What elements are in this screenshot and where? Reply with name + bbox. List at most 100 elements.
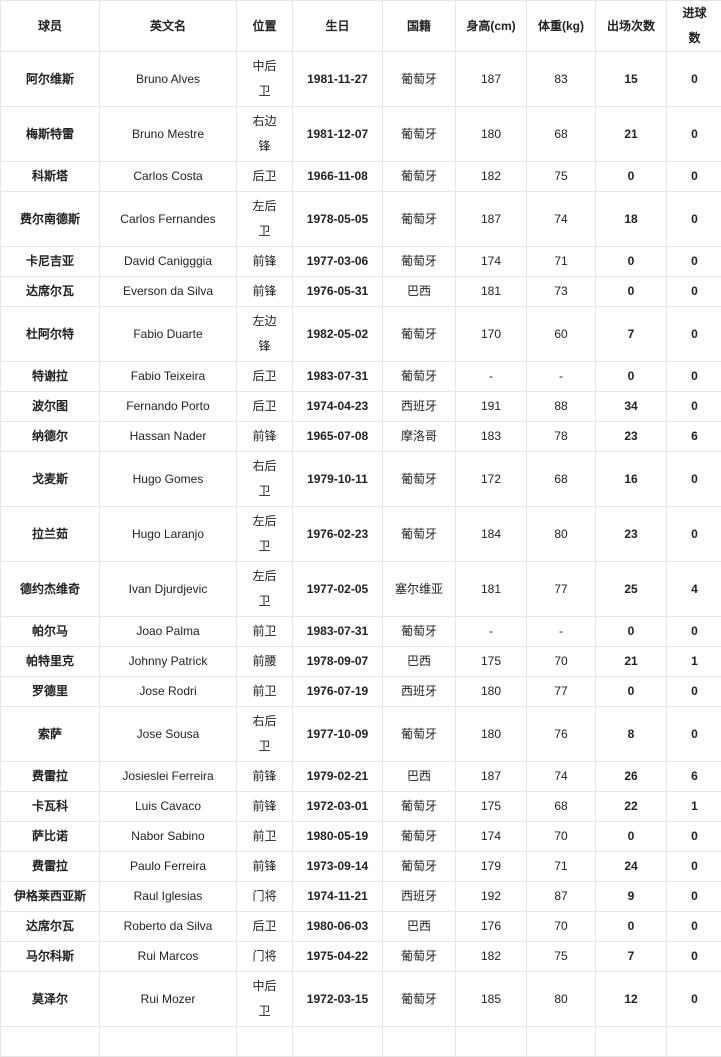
- cell-position: 前卫: [237, 617, 293, 647]
- cell-weight: -: [527, 362, 596, 392]
- cell-english-name: Fabio Teixeira: [100, 362, 237, 392]
- cell-nationality: 摩洛哥: [383, 422, 456, 452]
- cell-birthdate: 1976-05-31: [293, 277, 383, 307]
- cell-appearances: 22: [596, 792, 667, 822]
- header-weight: 体重(kg): [527, 1, 596, 52]
- cell-weight: 70: [527, 912, 596, 942]
- cell-appearances: 16: [596, 452, 667, 507]
- cell-weight: 68: [527, 107, 596, 162]
- cell-english-name: Hassan Nader: [100, 422, 237, 452]
- cell-height: 175: [456, 647, 527, 677]
- cell-position: 前卫: [237, 822, 293, 852]
- cell-height: -: [456, 617, 527, 647]
- cell-weight: 70: [527, 822, 596, 852]
- cell-goals: 0: [667, 972, 721, 1027]
- cell-player: 费雷拉: [1, 762, 100, 792]
- cell-weight: 77: [527, 677, 596, 707]
- cell-position: 前锋: [237, 277, 293, 307]
- cell-weight: 68: [527, 792, 596, 822]
- cell-position: 门将: [237, 882, 293, 912]
- cell-empty: [293, 1027, 383, 1057]
- cell-appearances: 7: [596, 942, 667, 972]
- cell-nationality: 葡萄牙: [383, 972, 456, 1027]
- cell-appearances: 0: [596, 677, 667, 707]
- cell-appearances: 9: [596, 882, 667, 912]
- cell-height: 184: [456, 507, 527, 562]
- cell-nationality: 葡萄牙: [383, 52, 456, 107]
- cell-empty: [667, 1027, 721, 1057]
- table-header-row: 球员英文名位置生日国籍身高(cm)体重(kg)出场次数进球数: [1, 1, 721, 52]
- cell-nationality: 巴西: [383, 277, 456, 307]
- cell-position: 中后卫: [237, 52, 293, 107]
- header-english-name: 英文名: [100, 1, 237, 52]
- cell-height: 185: [456, 972, 527, 1027]
- cell-goals: 0: [667, 852, 721, 882]
- cell-height: 179: [456, 852, 527, 882]
- cell-weight: 60: [527, 307, 596, 362]
- cell-height: 175: [456, 792, 527, 822]
- cell-nationality: 西班牙: [383, 882, 456, 912]
- cell-weight: 75: [527, 942, 596, 972]
- cell-birthdate: 1973-09-14: [293, 852, 383, 882]
- cell-position: 右后卫: [237, 707, 293, 762]
- cell-player: 帕尔马: [1, 617, 100, 647]
- cell-english-name: Ivan Djurdjevic: [100, 562, 237, 617]
- cell-position: 后卫: [237, 162, 293, 192]
- cell-birthdate: 1966-11-08: [293, 162, 383, 192]
- cell-english-name: Hugo Gomes: [100, 452, 237, 507]
- cell-english-name: Nabor Sabino: [100, 822, 237, 852]
- cell-appearances: 25: [596, 562, 667, 617]
- cell-birthdate: 1974-11-21: [293, 882, 383, 912]
- cell-empty: [100, 1027, 237, 1057]
- header-appearances: 出场次数: [596, 1, 667, 52]
- cell-birthdate: 1972-03-15: [293, 972, 383, 1027]
- cell-player: 特谢拉: [1, 362, 100, 392]
- cell-goals: 0: [667, 107, 721, 162]
- cell-position: 前锋: [237, 422, 293, 452]
- cell-goals: 4: [667, 562, 721, 617]
- cell-player: 萨比诺: [1, 822, 100, 852]
- cell-nationality: 葡萄牙: [383, 107, 456, 162]
- cell-player: 德约杰维奇: [1, 562, 100, 617]
- cell-position: 后卫: [237, 912, 293, 942]
- cell-english-name: Rui Mozer: [100, 972, 237, 1027]
- cell-player: 费尔南德斯: [1, 192, 100, 247]
- cell-player: 帕特里克: [1, 647, 100, 677]
- cell-nationality: 葡萄牙: [383, 852, 456, 882]
- cell-goals: 6: [667, 762, 721, 792]
- cell-weight: 74: [527, 192, 596, 247]
- cell-english-name: Hugo Laranjo: [100, 507, 237, 562]
- cell-goals: 0: [667, 677, 721, 707]
- cell-empty: [1, 1027, 100, 1057]
- cell-player: 马尔科斯: [1, 942, 100, 972]
- cell-nationality: 葡萄牙: [383, 247, 456, 277]
- cell-birthdate: 1975-04-22: [293, 942, 383, 972]
- cell-height: 187: [456, 762, 527, 792]
- cell-nationality: 巴西: [383, 912, 456, 942]
- cell-position: 右后卫: [237, 452, 293, 507]
- cell-nationality: 巴西: [383, 762, 456, 792]
- cell-birthdate: 1981-11-27: [293, 52, 383, 107]
- cell-weight: 77: [527, 562, 596, 617]
- cell-empty: [527, 1027, 596, 1057]
- cell-goals: 0: [667, 822, 721, 852]
- cell-goals: 6: [667, 422, 721, 452]
- cell-birthdate: 1977-03-06: [293, 247, 383, 277]
- header-player: 球员: [1, 1, 100, 52]
- cell-appearances: 21: [596, 107, 667, 162]
- cell-birthdate: 1980-06-03: [293, 912, 383, 942]
- cell-weight: 80: [527, 972, 596, 1027]
